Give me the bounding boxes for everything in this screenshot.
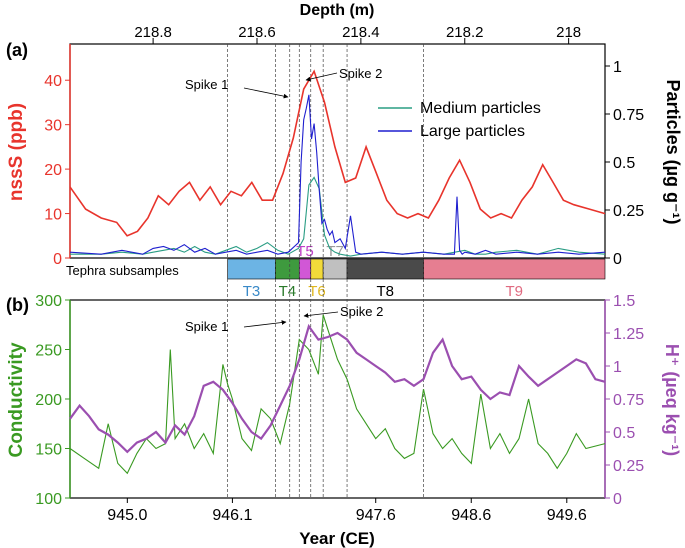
hplus-line [69, 323, 606, 454]
panel-a-left-tick-label: 20 [44, 162, 62, 179]
panel-a-right-tick-label: 0 [613, 251, 622, 268]
panel-b-right-tick-label: 0 [613, 491, 622, 508]
spike1-arrow-b [243, 320, 287, 328]
panel-b-right-tick-label: 1 [613, 359, 622, 376]
dashed-lines [227, 44, 424, 498]
panel-b-left-tick-label: 300 [35, 293, 62, 310]
large-particles-line [69, 94, 606, 255]
panel-b-series [69, 314, 606, 475]
bottom-tick-label: 947.6 [356, 507, 396, 524]
panel-b-left-tick-label: 250 [35, 343, 62, 360]
panel-a-frame [69, 43, 606, 259]
spike2-arrow-a [305, 72, 338, 82]
panel-b-left-axis: 100 150 200 250 300 [35, 293, 71, 508]
panel-b-right-tick-label: 0.25 [613, 458, 644, 475]
tephra-label-T4: T4 [279, 283, 297, 300]
panel-b-left-tick-label: 150 [35, 442, 62, 459]
spike1-label-a: Spike 1 [185, 77, 228, 92]
panel-b-right-tick-label: 1.5 [613, 293, 635, 310]
panel-a-right-tick-label: 1 [613, 59, 622, 76]
bottom-axis-label: Year (CE) [299, 529, 375, 548]
tephra-label-T9: T9 [505, 283, 523, 300]
panel-b-label: (b) [6, 295, 29, 315]
tephra-label-T7: T7 [326, 243, 344, 260]
tephra-label-T6: T6 [308, 283, 326, 300]
spike1-label-b: Spike 1 [185, 319, 228, 334]
bottom-tick-label: 949.6 [547, 507, 587, 524]
panel-b-right-tick-label: 0.5 [613, 425, 635, 442]
panel-a-right-tick-label: 0.25 [613, 203, 644, 220]
spike1-arrow-a [243, 87, 289, 99]
tephra-segment-T9 [423, 258, 606, 280]
panel-a-left-axis-label: nssS (ppb) [6, 103, 27, 201]
panel-b-left-tick-label: 100 [35, 491, 62, 508]
panel-b-frame [69, 299, 606, 499]
panel-a-series [69, 69, 606, 257]
top-tick-label: 218 [556, 24, 581, 41]
top-tick-label: 218.6 [238, 24, 276, 41]
panel-a-right-axis-label: Particles (µg g⁻¹) [663, 80, 683, 225]
panel-a-left-tick-label: 10 [44, 207, 62, 224]
spike2-label-b: Spike 2 [340, 304, 383, 319]
panel-a-left-tick-label: 30 [44, 118, 62, 135]
panel-b-right-tick-label: 0.75 [613, 392, 644, 409]
panel-b-left-tick-label: 200 [35, 392, 62, 409]
top-tick-label: 218.4 [342, 24, 380, 41]
legend: Medium particles Large particles [378, 100, 541, 140]
tephra-bar: T3 T4 T5 T6 T7 T8 T9 [227, 243, 606, 300]
panel-a-annotations: Spike 1 Spike 2 [185, 66, 382, 99]
panel-a-right-tick-label: 0.75 [613, 107, 644, 124]
tephra-segment-T4 [275, 258, 300, 280]
tephra-segment-T6 [310, 258, 324, 280]
tephra-label: Tephra subsamples [66, 263, 179, 278]
panel-a-left-tick-label: 40 [44, 73, 62, 90]
panel-b-left-axis-label: Conductivity [6, 342, 27, 457]
bottom-tick-label: 948.6 [451, 507, 491, 524]
bottom-tick-label: 945.0 [107, 507, 147, 524]
nsss-line [69, 69, 606, 237]
panel-b-right-axis-label: H⁺ (µeq kg⁻¹) [662, 344, 682, 456]
panel-a-label: (a) [6, 40, 28, 60]
top-axis-ticks: 218.8 218.6 218.4 218.2 218 [134, 24, 581, 44]
panel-b-annotations: Spike 1 Spike 2 [185, 304, 383, 334]
conductivity-line [69, 314, 606, 475]
bottom-tick-label: 946.1 [212, 507, 252, 524]
panel-a-left-tick-label: 0 [53, 251, 62, 268]
tephra-segment-T7 [322, 258, 348, 280]
tephra-segment-T5 [298, 258, 312, 280]
tephra-segment-T8 [346, 258, 424, 280]
panel-a-right-axis: 0 0.25 0.5 0.75 1 [605, 59, 644, 268]
spike2-label-a: Spike 2 [339, 66, 382, 81]
panel-a-right-tick-label: 0.5 [613, 155, 635, 172]
tephra-label-T5: T5 [296, 243, 314, 260]
panel-b-bottom-axis: 945.0 946.1 947.6 948.6 949.6 [107, 498, 587, 524]
top-tick-label: 218.8 [134, 24, 172, 41]
tephra-segment-T3 [227, 258, 276, 280]
tephra-label-T8: T8 [377, 283, 395, 300]
panel-b-right-tick-label: 1.25 [613, 326, 644, 343]
legend-medium-label: Medium particles [420, 100, 541, 117]
panel-a-left-axis: 0 10 20 30 40 [44, 44, 71, 268]
medium-particles-line [70, 176, 606, 257]
panel-b-right-axis: 0 0.25 0.5 0.75 1 1.25 1.5 [604, 293, 644, 508]
tephra-label-T3: T3 [243, 283, 261, 300]
top-axis-label: Depth (m) [300, 2, 375, 19]
spike2-arrow-b [303, 311, 339, 318]
top-tick-label: 218.2 [446, 24, 484, 41]
legend-large-label: Large particles [420, 123, 525, 140]
